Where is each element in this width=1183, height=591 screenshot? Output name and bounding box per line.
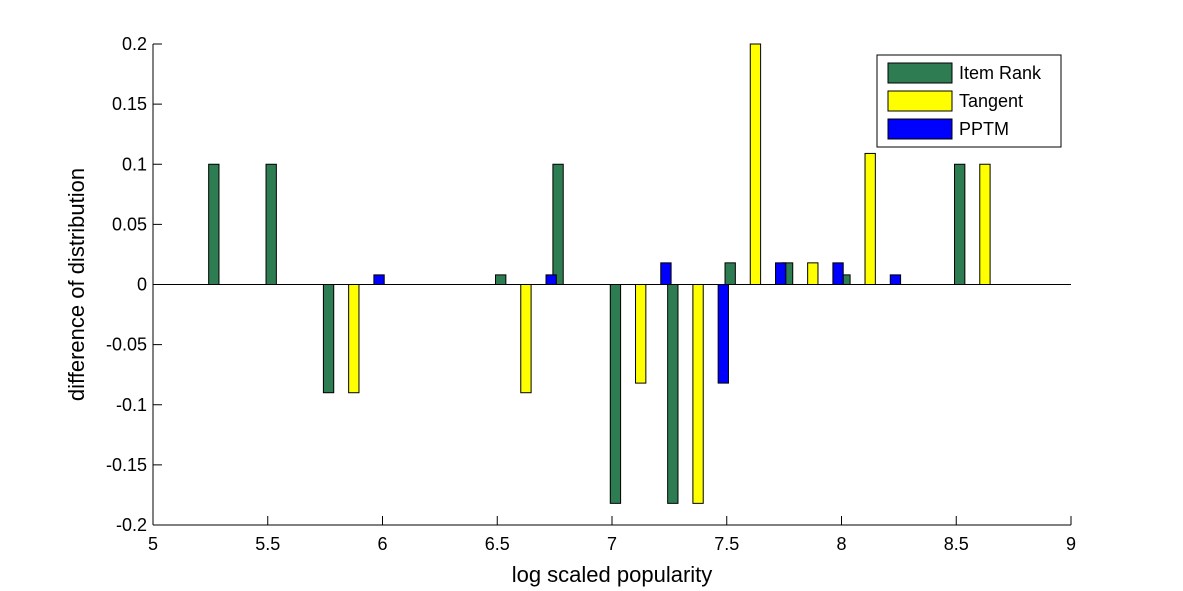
bar-pptm-9 (889, 274, 902, 286)
y-tick-label: 0.05 (112, 214, 147, 234)
legend-swatch (887, 118, 953, 140)
bar-item-rank-0 (208, 163, 220, 285)
bar-pptm-7 (775, 262, 787, 286)
y-tick-label: 0.15 (112, 94, 147, 114)
legend: Item Rank Tangent PPTM (876, 54, 1062, 148)
y-tick-label: 0.2 (122, 34, 147, 54)
x-tick-label: 7.5 (714, 534, 739, 554)
x-tick-label: 9 (1066, 534, 1076, 554)
bar-item-rank-3 (495, 274, 507, 286)
y-tick-label: -0.15 (106, 455, 147, 475)
bar-item-rank-4 (552, 163, 564, 285)
x-tick-label: 8 (836, 534, 846, 554)
legend-label: Item Rank (959, 63, 1042, 83)
bar-tangent-7 (749, 43, 762, 285)
y-tick-label: -0.2 (116, 515, 147, 535)
bars-group (208, 43, 991, 504)
x-tick-label: 6 (377, 534, 387, 554)
x-tick-label: 5 (148, 534, 158, 554)
bar-item-rank-7 (724, 262, 736, 286)
y-tick-label: 0 (137, 275, 147, 295)
legend-label: Tangent (959, 91, 1023, 111)
bar-item-rank-5 (609, 284, 622, 504)
x-tick-label: 6.5 (485, 534, 510, 554)
bar-tangent-2 (348, 284, 360, 394)
legend-swatch (887, 62, 953, 84)
bar-item-rank-1 (265, 163, 277, 285)
bar-tangent-5 (635, 284, 647, 384)
bar-tangent-3 (520, 284, 532, 394)
y-tick-label: -0.05 (106, 335, 147, 355)
x-tick-label: 7 (607, 534, 617, 554)
x-tick-label: 5.5 (255, 534, 280, 554)
bar-pptm-5 (660, 262, 672, 286)
y-tick-label: -0.1 (116, 395, 147, 415)
bar-item-rank-6 (667, 284, 679, 504)
bar-pptm-3 (545, 274, 557, 286)
bar-item-rank-10 (954, 163, 966, 285)
y-tick-label: 0.1 (122, 154, 147, 174)
legend-label: PPTM (959, 119, 1009, 139)
bar-tangent-10 (979, 163, 991, 285)
bar-item-rank-2 (322, 284, 335, 394)
bar-tangent-8 (807, 262, 819, 286)
x-axis-label: log scaled popularity (512, 562, 713, 587)
bar-tangent-6 (692, 284, 704, 504)
x-tick-label: 8.5 (944, 534, 969, 554)
y-axis-label: difference of distribution (64, 168, 89, 401)
axes-group: 5 5.5 6 6.5 7 7.5 8 8.5 9 -0.2 -0.15 -0.1 -0.05 0 0.05… (106, 34, 1076, 554)
bar-pptm-6 (717, 284, 729, 384)
bar-pptm-2 (373, 274, 385, 286)
legend-swatch (887, 90, 953, 112)
bar-tangent-9 (864, 152, 876, 285)
bar-pptm-8 (832, 262, 844, 286)
